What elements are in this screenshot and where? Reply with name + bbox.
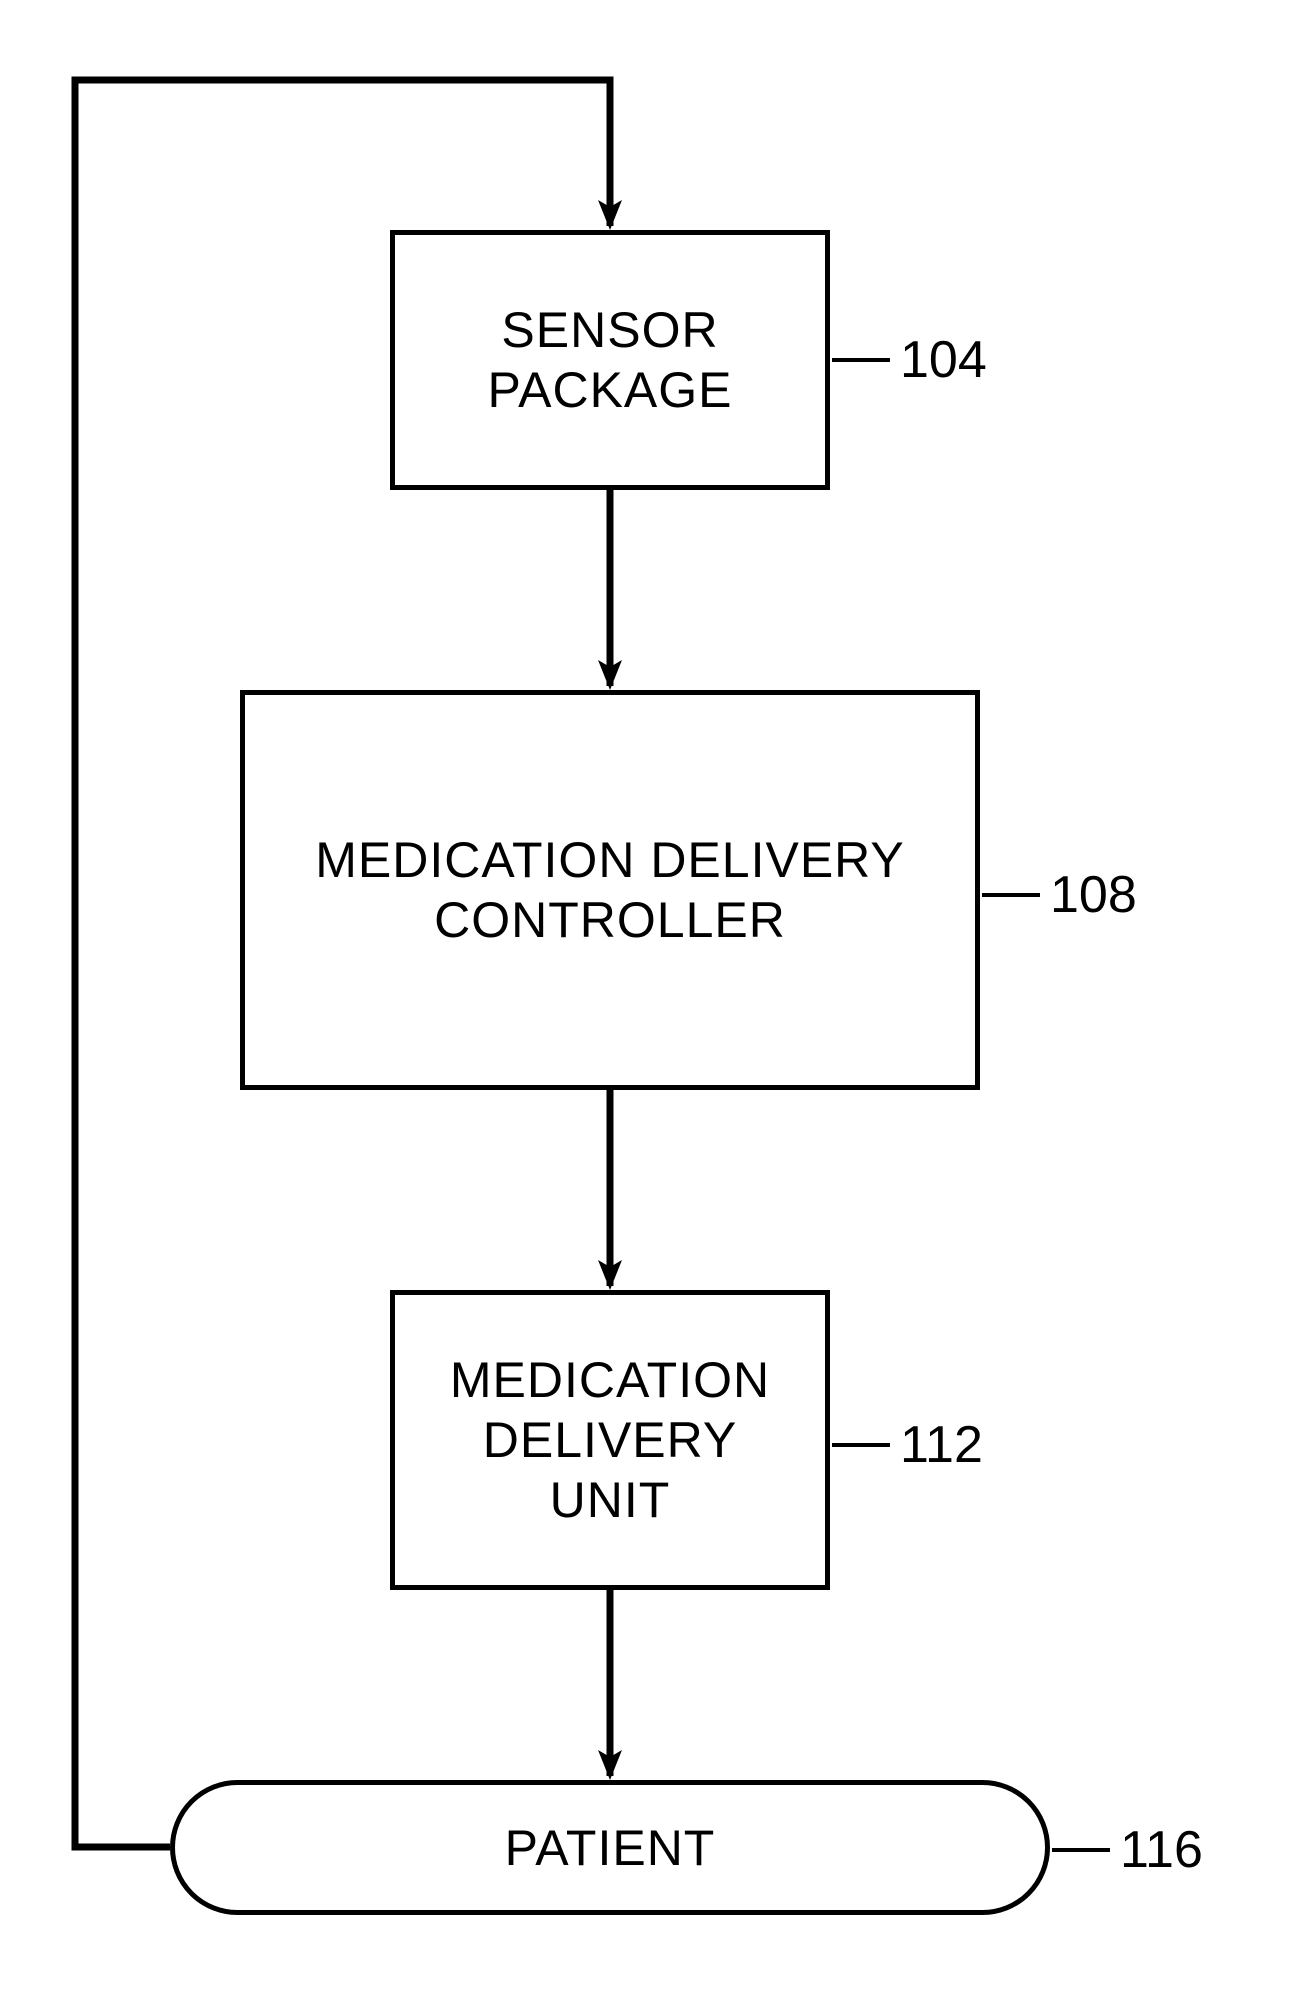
node-controller: MEDICATION DELIVERYCONTROLLER — [240, 690, 980, 1090]
ref-label-116: 116 — [1120, 1820, 1203, 1880]
node-delivery-unit-label: MEDICATIONDELIVERYUNIT — [450, 1350, 770, 1530]
ref-label-112: 112 — [900, 1415, 983, 1475]
node-sensor-package: SENSORPACKAGE — [390, 230, 830, 490]
node-patient: PATIENT — [170, 1780, 1050, 1915]
ref-label-104: 104 — [900, 330, 987, 390]
node-delivery-unit: MEDICATIONDELIVERYUNIT — [390, 1290, 830, 1590]
node-patient-label: PATIENT — [505, 1818, 716, 1878]
node-sensor-package-label: SENSORPACKAGE — [487, 300, 732, 420]
ref-label-108: 108 — [1050, 865, 1137, 925]
node-controller-label: MEDICATION DELIVERYCONTROLLER — [315, 830, 904, 950]
